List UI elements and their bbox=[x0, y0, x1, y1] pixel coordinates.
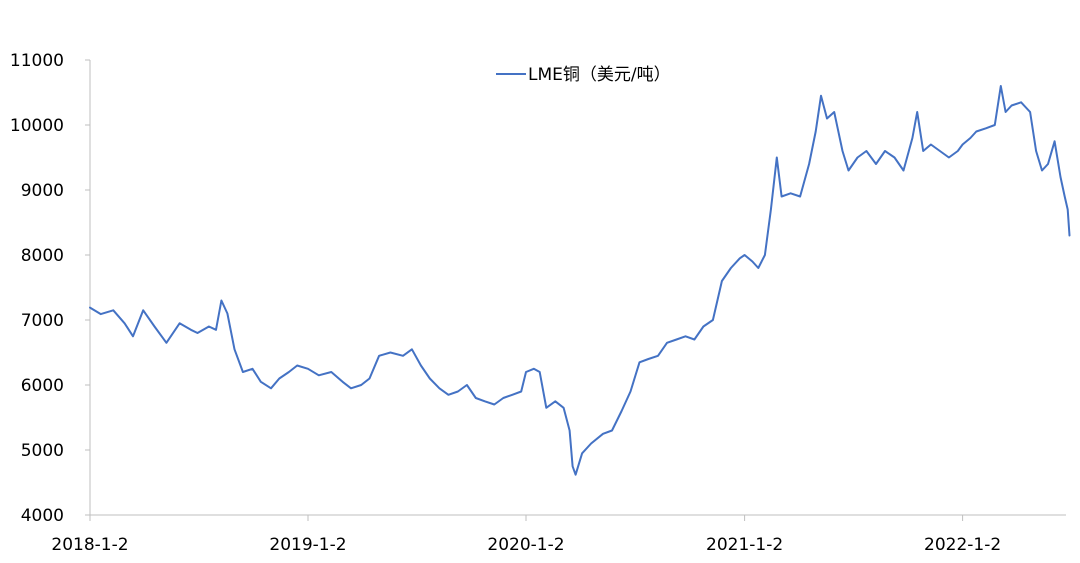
legend: LME铜（美元/吨） bbox=[496, 65, 671, 85]
x-tick-label: 2018-1-2 bbox=[51, 535, 128, 555]
axes bbox=[85, 59, 1066, 521]
legend-label: LME铜（美元/吨） bbox=[528, 65, 671, 85]
y-tick-label: 4000 bbox=[21, 506, 64, 526]
y-tick-label: 9000 bbox=[21, 181, 64, 201]
y-tick-label: 10000 bbox=[10, 116, 64, 136]
x-axis-labels: 2018-1-2 2019-1-2 2020-1-2 2021-1-2 2022-1-2 bbox=[51, 535, 1001, 555]
y-tick-label: 7000 bbox=[21, 311, 64, 331]
y-tick-label: 8000 bbox=[21, 246, 64, 266]
y-tick-label: 6000 bbox=[21, 376, 64, 396]
x-tick-label: 2021-1-2 bbox=[706, 535, 783, 555]
y-tick-label: 11000 bbox=[10, 51, 64, 71]
x-tick-label: 2019-1-2 bbox=[269, 535, 346, 555]
x-tick-label: 2020-1-2 bbox=[487, 535, 564, 555]
y-tick-label: 5000 bbox=[21, 441, 64, 461]
series-line-lme-copper bbox=[89, 85, 1071, 476]
x-tick-label: 2022-1-2 bbox=[924, 535, 1001, 555]
y-axis-labels: 4000 5000 6000 7000 8000 9000 10000 11000 bbox=[10, 51, 64, 526]
